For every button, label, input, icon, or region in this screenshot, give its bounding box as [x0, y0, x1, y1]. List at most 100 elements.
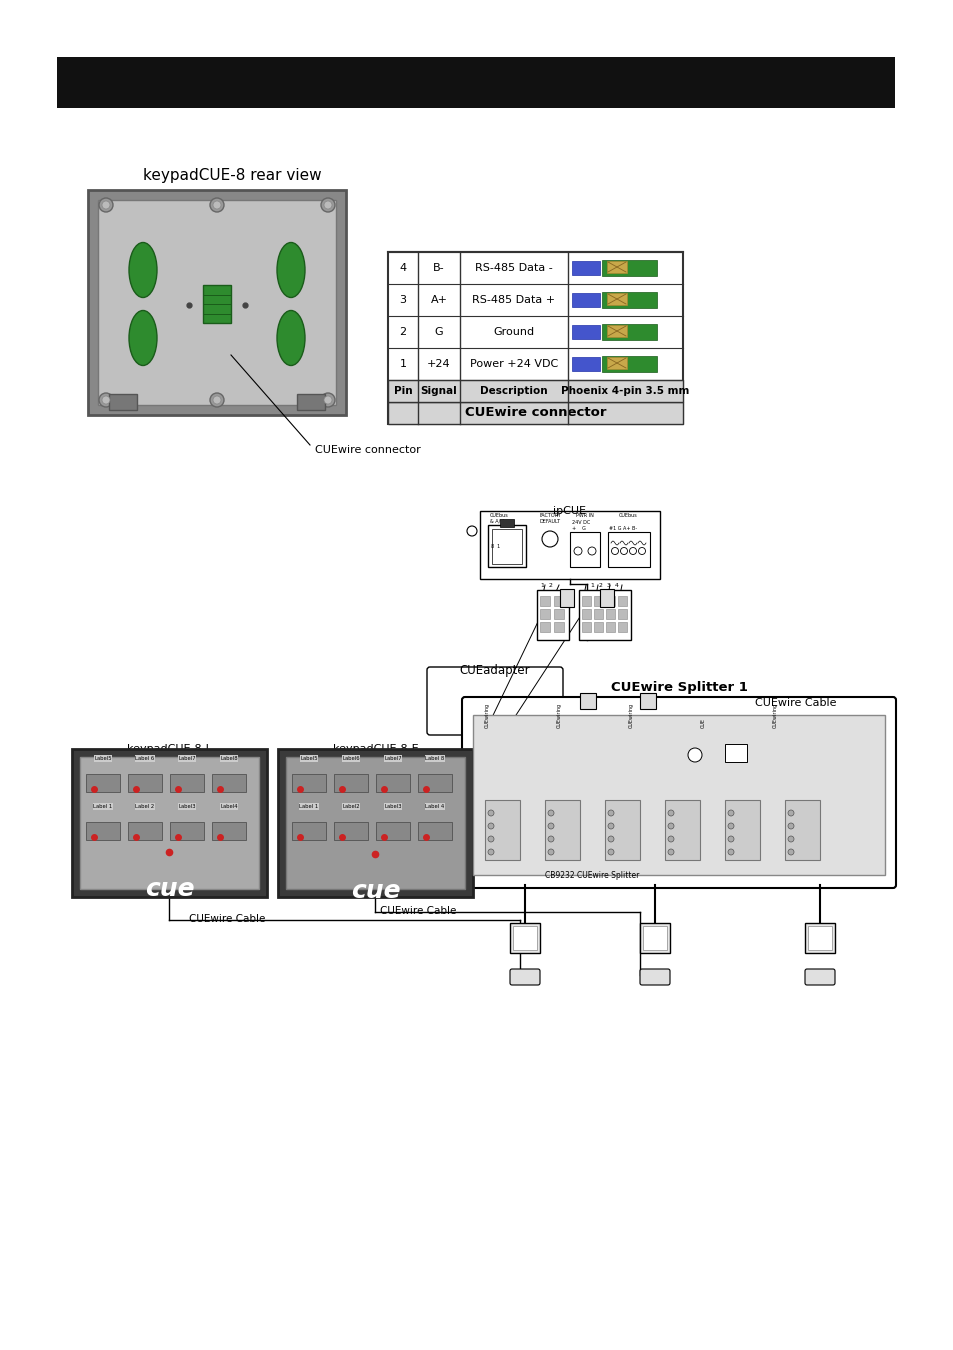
Text: CUEwiring: CUEwiring: [628, 703, 633, 728]
Text: 1  2  3  4: 1 2 3 4: [591, 583, 618, 589]
Circle shape: [102, 201, 110, 209]
Bar: [569, 532, 599, 567]
Circle shape: [547, 849, 554, 855]
Circle shape: [488, 824, 494, 829]
Bar: [606, 325, 626, 338]
Circle shape: [727, 849, 733, 855]
Bar: [599, 589, 614, 608]
Bar: [71, 749, 267, 896]
Text: Label2: Label2: [342, 805, 359, 809]
Bar: [334, 822, 368, 840]
Text: #1 G A+ B-: #1 G A+ B-: [608, 526, 637, 532]
Bar: [664, 801, 700, 860]
Bar: [488, 525, 525, 567]
Circle shape: [687, 748, 701, 761]
Circle shape: [541, 531, 558, 547]
Text: Label7: Label7: [384, 756, 401, 761]
Text: Label4: Label4: [220, 805, 237, 809]
Bar: [559, 589, 574, 608]
Circle shape: [102, 396, 110, 404]
Circle shape: [547, 824, 554, 829]
Text: +24: +24: [427, 359, 451, 369]
Bar: [388, 252, 682, 424]
Circle shape: [638, 548, 645, 555]
Bar: [499, 518, 514, 526]
Bar: [296, 394, 325, 410]
Circle shape: [213, 396, 221, 404]
Bar: [388, 402, 682, 424]
Bar: [492, 529, 521, 564]
Bar: [375, 822, 410, 840]
Circle shape: [213, 201, 221, 209]
Bar: [539, 609, 550, 620]
Bar: [212, 774, 246, 792]
Text: Label7: Label7: [178, 756, 195, 761]
Bar: [98, 200, 335, 405]
Bar: [639, 923, 669, 953]
Circle shape: [667, 836, 673, 842]
Bar: [88, 190, 346, 414]
Circle shape: [320, 393, 335, 406]
Bar: [292, 774, 326, 792]
Bar: [604, 801, 639, 860]
Bar: [334, 774, 368, 792]
Bar: [510, 923, 539, 953]
Bar: [417, 774, 452, 792]
Text: Label8: Label8: [220, 756, 237, 761]
Bar: [212, 822, 246, 840]
Bar: [618, 622, 626, 632]
Text: 2: 2: [399, 327, 406, 338]
Text: A+: A+: [430, 296, 447, 305]
Bar: [554, 622, 563, 632]
Bar: [554, 609, 563, 620]
Circle shape: [667, 849, 673, 855]
Circle shape: [629, 548, 636, 555]
Ellipse shape: [276, 243, 305, 297]
Text: Label8: Label8: [220, 756, 237, 761]
Bar: [86, 774, 120, 792]
Text: CUEwiring: CUEwiring: [772, 703, 777, 728]
Circle shape: [611, 548, 618, 555]
Circle shape: [320, 198, 335, 212]
Bar: [601, 324, 657, 340]
Text: CUEwiring: CUEwiring: [484, 703, 489, 728]
Circle shape: [488, 836, 494, 842]
Bar: [170, 774, 204, 792]
Text: CUEbus: CUEbus: [618, 513, 637, 518]
Circle shape: [787, 836, 793, 842]
Text: Label4: Label4: [220, 805, 237, 809]
Circle shape: [547, 836, 554, 842]
Circle shape: [607, 824, 614, 829]
Text: 4: 4: [399, 263, 406, 273]
Text: 1: 1: [399, 359, 406, 369]
FancyBboxPatch shape: [461, 697, 895, 888]
Text: Label6: Label6: [342, 756, 359, 761]
Bar: [605, 595, 615, 606]
Bar: [606, 293, 626, 305]
Text: CUEadapter: CUEadapter: [459, 664, 530, 676]
Bar: [784, 801, 820, 860]
Circle shape: [99, 198, 112, 212]
Circle shape: [787, 810, 793, 815]
Bar: [605, 609, 615, 620]
Text: Label2: Label2: [136, 805, 153, 809]
Bar: [642, 926, 666, 950]
Bar: [388, 379, 682, 402]
Circle shape: [488, 849, 494, 855]
Circle shape: [607, 849, 614, 855]
Text: cue: cue: [351, 879, 400, 903]
Text: CUEwire Splitter 1: CUEwire Splitter 1: [610, 680, 746, 694]
Circle shape: [324, 201, 332, 209]
Bar: [572, 293, 599, 306]
Text: Label5: Label5: [94, 756, 112, 761]
Text: CUEwire connector: CUEwire connector: [314, 446, 420, 455]
Bar: [606, 356, 626, 369]
Bar: [417, 822, 452, 840]
Bar: [479, 512, 659, 579]
Circle shape: [99, 393, 112, 406]
Text: CUEwire Cable: CUEwire Cable: [190, 914, 266, 923]
Text: keypadCUE-8 rear view: keypadCUE-8 rear view: [143, 167, 321, 184]
Bar: [544, 801, 579, 860]
Bar: [170, 822, 204, 840]
Circle shape: [727, 836, 733, 842]
